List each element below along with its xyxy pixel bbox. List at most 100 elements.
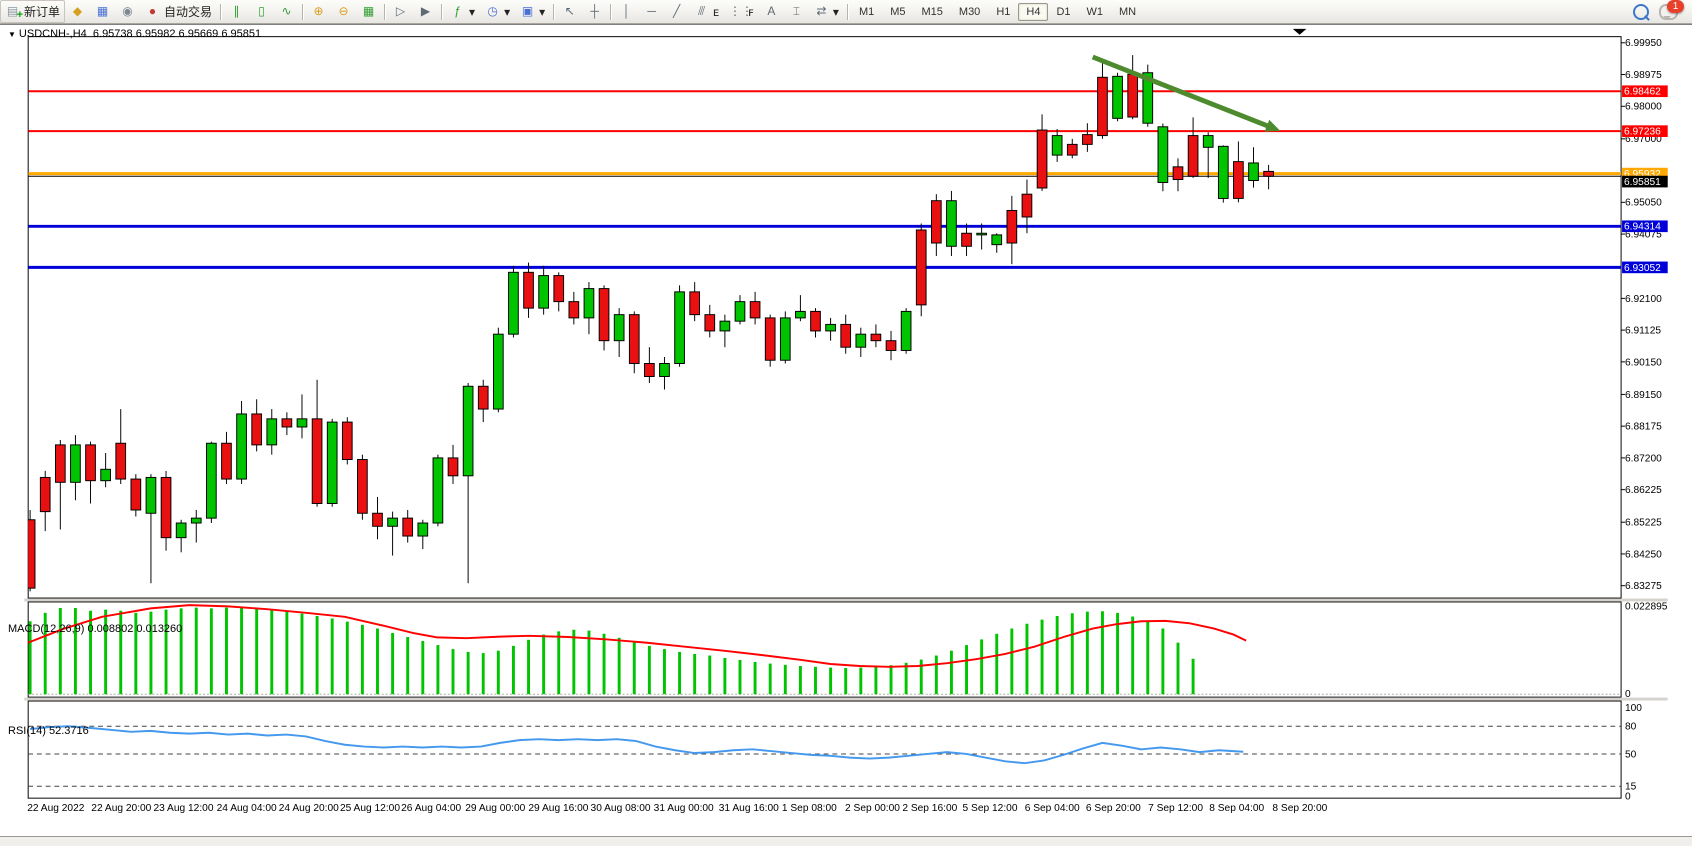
candle <box>810 308 821 338</box>
timeframe-mn-button[interactable]: MN <box>1119 5 1137 18</box>
label-button[interactable]: ⌶ <box>784 1 809 22</box>
periods-button[interactable]: ◷ ▾ <box>480 1 515 22</box>
new-order-button-label: 新订单 <box>24 5 61 19</box>
support-price-label <box>1622 261 1668 274</box>
timeframe-m1-button[interactable]: M1 <box>858 5 875 18</box>
support-price-text: 6.94314 <box>1624 222 1661 233</box>
candle <box>659 356 670 390</box>
profile-button[interactable]: ◆ <box>65 1 90 22</box>
signals-button[interactable]: ◉ <box>115 1 140 22</box>
vertical-line-icon: │ <box>622 4 631 18</box>
crosshair-button[interactable]: ┼ <box>582 1 607 22</box>
time-axis-label: 26 Aug 04:00 <box>401 803 461 814</box>
candle <box>553 272 565 312</box>
candle <box>930 194 942 257</box>
navigator-button[interactable]: ▦ <box>90 1 115 22</box>
candle <box>644 347 655 384</box>
trend-arrow-head <box>1264 119 1281 132</box>
price-tick-label: 6.94075 <box>1625 229 1662 240</box>
time-axis-label: 2 Sep 00:00 <box>845 803 900 814</box>
fibonacci-button[interactable]: ⋮⋮ ꜰ <box>724 1 759 22</box>
window-icon: ▦ <box>96 4 109 18</box>
timeframe-h1-button[interactable]: H1 <box>996 5 1011 18</box>
bar-chart-icon: ∥ <box>233 4 240 18</box>
chat-icon[interactable]: 1 <box>1659 0 1684 20</box>
zoom-in-button[interactable]: ⊕ <box>306 1 331 22</box>
autotrading-button[interactable]: ● 自动交易 <box>140 0 217 23</box>
rsi-pane[interactable] <box>27 700 1622 799</box>
search-icon[interactable] <box>1633 3 1649 20</box>
channel-button[interactable]: ⫻ ᴇ <box>689 1 724 22</box>
autotrading-button-label: 自动交易 <box>164 5 213 19</box>
candle <box>1263 164 1274 190</box>
candle <box>70 435 81 501</box>
support-price-label <box>1622 220 1668 233</box>
autotrade-icon: ● <box>148 4 157 18</box>
macd-pane[interactable] <box>27 601 1622 698</box>
candle <box>719 314 731 348</box>
timeframe-d1-button[interactable]: D1 <box>1056 5 1071 18</box>
candle <box>1021 179 1033 234</box>
text-button[interactable]: A <box>759 1 784 22</box>
line-chart-button[interactable]: ∿ <box>274 1 299 22</box>
price-tick-label: 6.95050 <box>1625 198 1662 209</box>
candle <box>206 441 217 524</box>
candle <box>538 265 549 315</box>
time-axis-label: 7 Sep 12:00 <box>1148 803 1203 814</box>
timeframe-m15-button[interactable]: M15 <box>921 5 943 18</box>
timeframe-w1-button[interactable]: W1 <box>1086 5 1104 18</box>
new-order-button[interactable]: ▤新订单 <box>0 0 66 23</box>
rsi-axis-label: 80 <box>1625 722 1637 733</box>
auto-scroll-button[interactable]: ▷ <box>388 1 413 22</box>
chart-shift-marker[interactable] <box>1292 28 1307 35</box>
candle <box>704 304 716 338</box>
main-pane[interactable] <box>27 36 1622 599</box>
time-axis-label: 6 Sep 04:00 <box>1025 803 1080 814</box>
pane-splitter[interactable] <box>24 697 1668 701</box>
tile-windows-button[interactable]: ▦ <box>356 1 381 22</box>
candle <box>1142 64 1154 127</box>
bid-price-text: 6.95851 <box>1624 177 1661 188</box>
candle <box>855 327 867 357</box>
candle-chart-button[interactable]: ▯ <box>249 1 274 22</box>
bar-chart-button[interactable]: ∥ <box>224 1 249 22</box>
zoom-out-button[interactable]: ⊖ <box>331 1 356 22</box>
templates-button[interactable]: ▣ ▾ <box>515 1 550 22</box>
timeframe-m30-button[interactable]: M30 <box>958 5 981 18</box>
candle <box>417 519 429 550</box>
candle <box>508 265 519 338</box>
candle <box>39 470 51 532</box>
chevron-down-icon[interactable]: ▼ <box>8 30 16 39</box>
time-axis-label: 2 Sep 16:00 <box>902 803 957 814</box>
timeframe-m5-button[interactable]: M5 <box>890 5 906 18</box>
candlestick-icon: ▯ <box>258 4 265 18</box>
candle <box>432 454 444 527</box>
candle <box>900 308 912 354</box>
cursor-button[interactable]: ↖ <box>557 1 582 22</box>
candle <box>946 190 957 257</box>
candle <box>583 282 595 335</box>
indicators-button[interactable]: ƒ ▾ <box>445 1 480 22</box>
candle <box>1202 132 1214 178</box>
candle <box>674 285 685 367</box>
vline-button[interactable]: │ <box>614 1 639 22</box>
candle <box>311 379 323 507</box>
pane-splitter[interactable] <box>24 598 1668 602</box>
hline-button[interactable]: ─ <box>639 1 664 22</box>
trend-arrow[interactable] <box>1091 54 1273 130</box>
candle <box>779 311 791 364</box>
arrows-button[interactable]: ⇄ ▾ <box>809 1 844 22</box>
candle <box>326 418 338 507</box>
trendline-button[interactable]: ╱ <box>664 1 689 22</box>
channel-button-label: ᴇ <box>713 4 720 19</box>
price-chart[interactable]: 6.99950 6.98975 6.98000 6.97000 6.95050 6.940… <box>0 25 1692 837</box>
candle <box>296 394 308 439</box>
main-toolbar: ▤新订单◆▦◉●自动交易∥▯∿⊕⊖▦▷▶ƒ▾◷▾▣▾↖┼│─╱⫻ᴇ⋮⋮ꜰA⌶⇄▾… <box>0 0 1692 24</box>
chart-shift-button[interactable]: ▶ <box>413 1 438 22</box>
resistance-price-text: 6.98462 <box>1624 87 1661 98</box>
candle <box>341 417 353 465</box>
candle <box>145 474 157 584</box>
candle <box>447 444 459 484</box>
time-axis-label: 22 Aug 2022 <box>27 803 85 814</box>
timeframe-h4-button[interactable]: H4 <box>1018 2 1049 21</box>
